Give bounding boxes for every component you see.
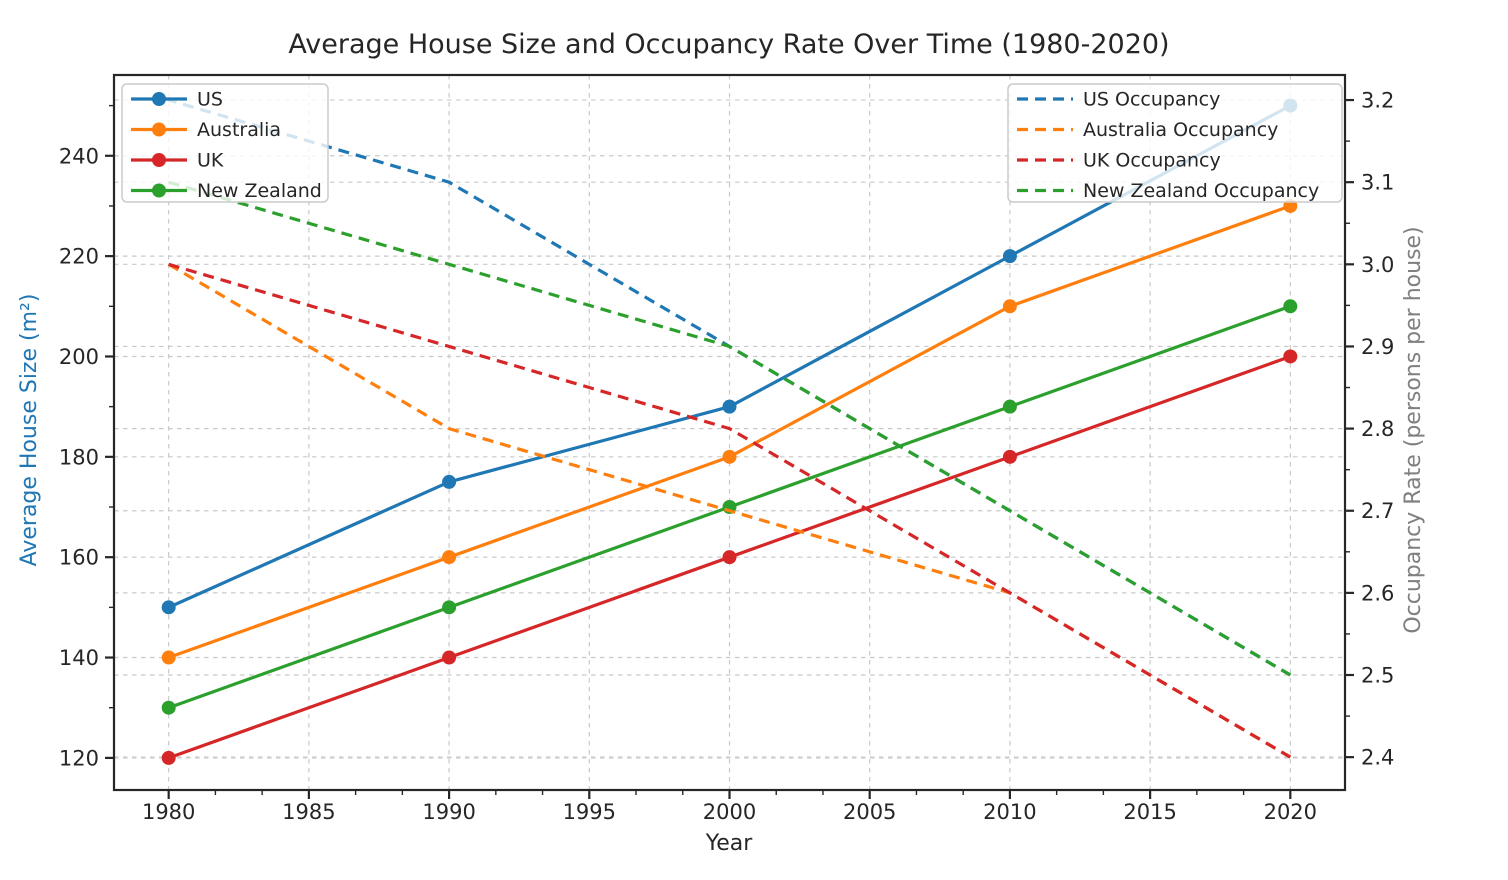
legend-label-new-zealand-occupancy: New Zealand Occupancy — [1083, 180, 1319, 202]
y-right-tick-2.5: 2.5 — [1361, 664, 1394, 688]
data-point-us-1980 — [161, 600, 176, 615]
legend-house-size: US Australia UK New Zealand — [121, 83, 329, 203]
plot-area: 1980 1985 1990 1995 2000 2005 2010 2015 20201201… — [59, 73, 1394, 824]
y-right-tick-3.2: 3.2 — [1361, 89, 1394, 113]
data-point-new-zealand-1990 — [442, 600, 457, 615]
y-left-tick-240: 240 — [59, 144, 99, 168]
y-left-tick-160: 160 — [59, 546, 99, 570]
legend-label-us: US — [197, 89, 223, 111]
y-axis-left: 120 140 160 180 200 220 240 — [59, 104, 114, 770]
legend-item-australia: Australia — [131, 119, 281, 141]
legend-item-us-occupancy: US Occupancy — [1017, 89, 1220, 111]
data-point-new-zealand-2020 — [1283, 299, 1298, 314]
y-left-tick-180: 180 — [59, 445, 99, 469]
x-axis-label: Year — [705, 831, 754, 856]
y-axis-label-right: Occupancy Rate (persons per house) — [1401, 226, 1426, 633]
x-tick-1985: 1985 — [282, 800, 335, 824]
legend-occupancy-box — [1007, 83, 1343, 203]
x-tick-1995: 1995 — [563, 800, 616, 824]
data-point-us-1990 — [442, 474, 457, 489]
legend-marker-us — [152, 92, 166, 106]
series-new-zealand-occupancy — [168, 180, 1292, 677]
y-left-tick-220: 220 — [59, 245, 99, 269]
legend-item-us: US — [131, 89, 223, 111]
data-point-uk-1990 — [442, 650, 457, 665]
y-right-tick-3.0: 3.0 — [1361, 253, 1394, 277]
y-left-tick-120: 120 — [59, 746, 99, 770]
x-tick-2005: 2005 — [843, 800, 896, 824]
chart-title: Average House Size and Occupancy Rate Ov… — [288, 29, 1169, 60]
data-point-australia-2010 — [1002, 299, 1017, 314]
y-right-tick-2.4: 2.4 — [1361, 746, 1394, 770]
y-right-tick-2.9: 2.9 — [1361, 335, 1394, 359]
legend-label-uk: UK — [197, 150, 224, 172]
data-point-us-2000 — [722, 399, 737, 414]
legend-label-uk-occupancy: UK Occupancy — [1083, 150, 1221, 172]
x-tick-1980: 1980 — [142, 800, 195, 824]
legend-marker-uk — [152, 153, 166, 167]
legend-label-new-zealand: New Zealand — [197, 180, 322, 202]
legend-house-size-box — [121, 83, 329, 203]
data-point-australia-1980 — [161, 650, 176, 665]
series-new-zealand-house-size — [161, 299, 1298, 715]
y-left-tick-200: 200 — [59, 345, 99, 369]
legend-item-australia-occupancy: Australia Occupancy — [1017, 119, 1278, 141]
data-point-australia-2000 — [722, 449, 737, 464]
data-point-uk-2000 — [722, 550, 737, 565]
data-point-new-zealand-2010 — [1002, 399, 1017, 414]
legend-occupancy: US Occupancy Australia Occupancy UK Occupa… — [1007, 83, 1343, 203]
y-axis-right: 2.4 2.5 2.6 2.7 2.8 2.9 3.0 3.1 3.2 — [1345, 89, 1394, 770]
data-point-uk-2020 — [1283, 349, 1298, 364]
data-point-new-zealand-1980 — [161, 700, 176, 715]
legend-label-australia-occupancy: Australia Occupancy — [1083, 119, 1278, 141]
legend-marker-australia — [152, 122, 166, 137]
data-point-us-2010 — [1002, 249, 1017, 264]
x-tick-1990: 1990 — [422, 800, 475, 824]
legend-item-uk: UK — [131, 150, 224, 172]
legend-item-new-zealand: New Zealand — [131, 180, 322, 202]
data-point-uk-2010 — [1002, 449, 1017, 464]
legend-label-us-occupancy: US Occupancy — [1083, 89, 1220, 111]
x-tick-2000: 2000 — [703, 800, 756, 824]
x-axis: 1980 1985 1990 1995 2000 2005 2010 2015 2020 — [142, 790, 1317, 824]
legend-label-australia: Australia — [197, 119, 281, 141]
data-point-uk-1980 — [161, 750, 176, 765]
legend-marker-new-zealand — [152, 183, 166, 198]
series-uk-occupancy — [168, 262, 1292, 759]
series-uk-house-size — [161, 349, 1298, 765]
y-axis-label-left: Average House Size (m²) — [17, 294, 42, 567]
series-us-house-size — [161, 98, 1298, 615]
y-right-tick-2.6: 2.6 — [1361, 581, 1394, 605]
legend-item-uk-occupancy: UK Occupancy — [1017, 150, 1221, 172]
series-australia-house-size — [161, 198, 1298, 665]
x-tick-2020: 2020 — [1264, 800, 1317, 824]
y-left-tick-140: 140 — [59, 646, 99, 670]
x-tick-2010: 2010 — [983, 800, 1036, 824]
data-point-australia-1990 — [442, 550, 457, 565]
y-right-tick-2.8: 2.8 — [1361, 417, 1394, 441]
y-right-tick-2.7: 2.7 — [1361, 499, 1394, 523]
x-tick-2015: 2015 — [1123, 800, 1176, 824]
legend-item-new-zealand-occupancy: New Zealand Occupancy — [1017, 180, 1319, 202]
y-right-tick-3.1: 3.1 — [1361, 171, 1394, 195]
